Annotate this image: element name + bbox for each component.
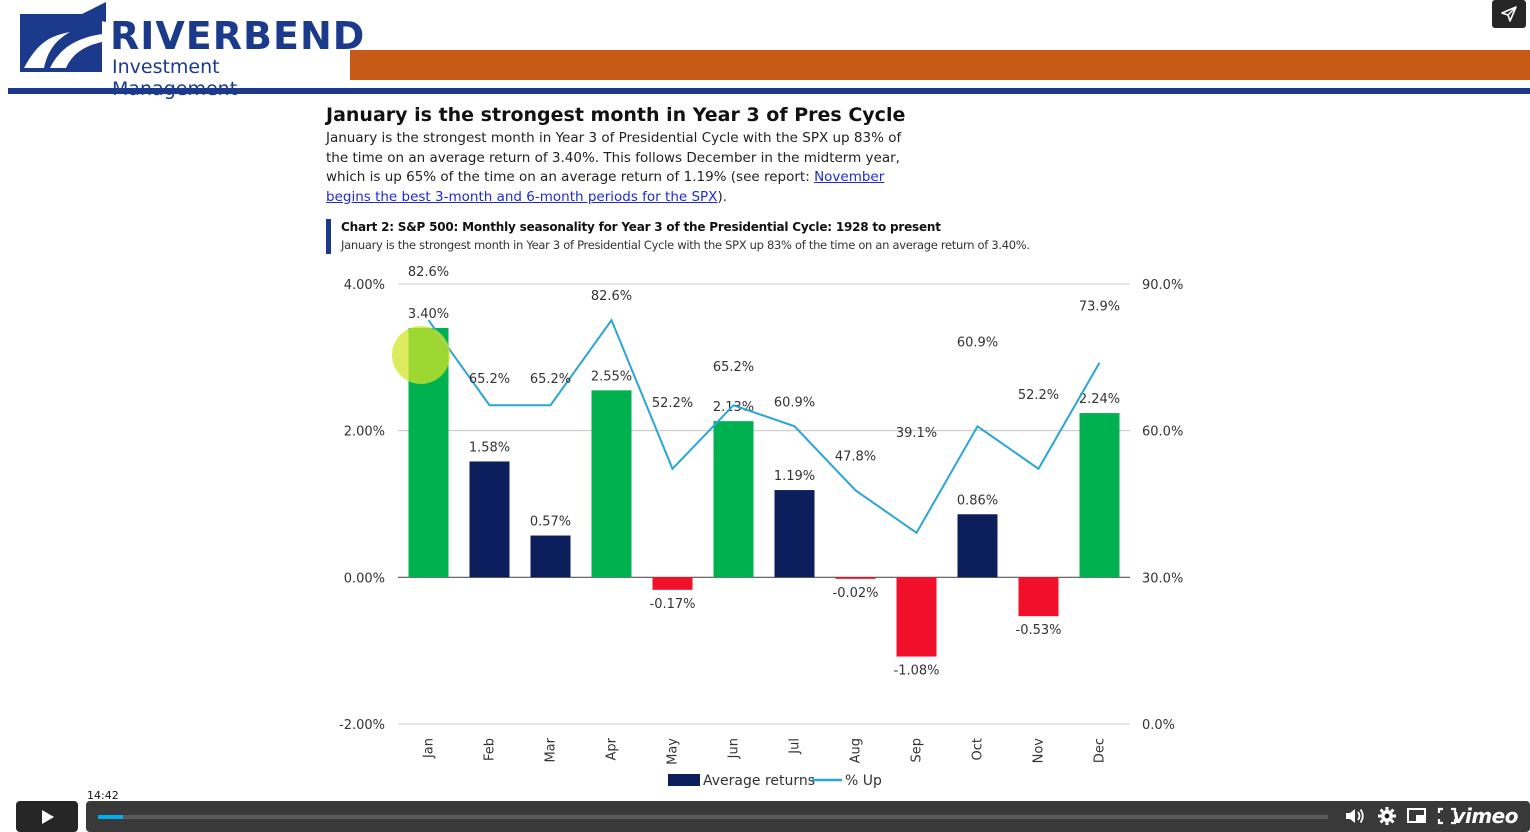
bar xyxy=(469,461,510,578)
volume-icon[interactable] xyxy=(1344,806,1366,826)
bar xyxy=(591,390,632,578)
line-data-label: 52.2% xyxy=(652,396,693,411)
bar-data-label: -0.17% xyxy=(650,597,696,612)
cursor-highlight xyxy=(392,326,450,384)
left-tick-label: 4.00% xyxy=(344,278,385,293)
right-tick-label: 60.0% xyxy=(1142,425,1183,440)
legend-label-bars: Average returns xyxy=(703,773,815,789)
x-tick-label: Sep xyxy=(910,738,925,763)
bar xyxy=(713,421,754,578)
report-title: January is the strongest month in Year 3… xyxy=(326,104,906,126)
line-data-label: 47.8% xyxy=(835,449,876,464)
bar xyxy=(1018,577,1059,617)
riverbend-logo: RIVERBEND Investment Management xyxy=(20,2,364,100)
line-data-label: 73.9% xyxy=(1079,300,1120,315)
legend-swatch-bars xyxy=(668,774,700,786)
brand-name: RIVERBEND xyxy=(110,14,366,58)
report-link[interactable]: November begins the best 3-month and 6-m… xyxy=(326,169,885,205)
bar xyxy=(530,535,571,578)
picture-in-picture-icon[interactable] xyxy=(1406,806,1428,826)
bar-data-label: -0.02% xyxy=(833,586,879,601)
x-tick-label: Oct xyxy=(971,738,986,760)
report-body-end: ). xyxy=(717,188,727,205)
progress-fill xyxy=(98,815,123,819)
right-tick-label: 0.0% xyxy=(1142,718,1175,733)
chart-caption: Chart 2: S&P 500: Monthly seasonality fo… xyxy=(326,218,1126,256)
right-tick-label: 90.0% xyxy=(1142,278,1183,293)
riverbend-logo-mark-icon xyxy=(20,2,106,72)
line-data-label: 82.6% xyxy=(408,265,449,280)
tagline: Proactive Investment Strategies for Toda… xyxy=(1014,106,1502,128)
line-data-label: 39.1% xyxy=(896,426,937,441)
player-controls: vimeo xyxy=(16,801,1530,832)
bar-data-label: 0.57% xyxy=(530,515,571,530)
line-data-label: 65.2% xyxy=(469,372,510,387)
x-tick-label: Apr xyxy=(605,737,620,760)
chart-subtitle: January is the strongest month in Year 3… xyxy=(341,238,1030,252)
legend-label-line: % Up xyxy=(845,773,882,789)
gear-icon[interactable] xyxy=(1376,806,1398,826)
paper-plane-icon xyxy=(1501,6,1517,22)
control-bar: vimeo xyxy=(86,801,1530,832)
fullscreen-icon[interactable] xyxy=(1436,806,1458,826)
vimeo-logo[interactable]: vimeo xyxy=(1452,804,1518,828)
x-tick-label: Jan xyxy=(422,738,437,759)
play-button[interactable] xyxy=(16,801,78,832)
x-tick-label: Dec xyxy=(1093,738,1108,763)
pct-up-line xyxy=(427,318,1101,535)
bar xyxy=(1079,413,1120,578)
x-tick-label: Nov xyxy=(1032,738,1047,764)
line-data-label: 82.6% xyxy=(591,289,632,304)
bar-data-label: 1.58% xyxy=(469,440,510,455)
report-body-text: January is the strongest month in Year 3… xyxy=(326,130,902,185)
x-tick-label: Feb xyxy=(483,738,498,761)
bar xyxy=(835,577,876,579)
bar-data-label: 2.55% xyxy=(591,369,632,384)
bar-data-label: 2.13% xyxy=(713,400,754,415)
bar-data-label: -1.08% xyxy=(894,664,940,679)
bar-data-label: 1.19% xyxy=(774,469,815,484)
bar xyxy=(652,577,693,590)
chart-title: Chart 2: S&P 500: Monthly seasonality fo… xyxy=(341,220,941,234)
line-data-label: 65.2% xyxy=(713,360,754,375)
left-tick-label: 0.00% xyxy=(344,571,385,586)
left-tick-label: 2.00% xyxy=(344,425,385,440)
line-data-label: 60.9% xyxy=(774,395,815,410)
timestamp-tooltip: 14:42 xyxy=(83,788,123,803)
play-icon xyxy=(42,809,54,824)
header-banner: Proactive Investment Strategies for Toda… xyxy=(350,50,1530,128)
bar-data-label: -0.53% xyxy=(1016,623,1062,638)
right-tick-label: 30.0% xyxy=(1142,571,1183,586)
x-tick-label: Mar xyxy=(544,737,559,762)
bar-data-label: 0.86% xyxy=(957,493,998,508)
line-data-label: 52.2% xyxy=(1018,388,1059,403)
x-tick-label: May xyxy=(666,738,681,765)
line-data-label: 60.9% xyxy=(957,335,998,350)
x-tick-label: Jul xyxy=(788,738,803,755)
line-data-label: 65.2% xyxy=(530,372,571,387)
bar xyxy=(774,490,815,578)
x-tick-label: Aug xyxy=(849,738,864,763)
bar-data-label: 3.40% xyxy=(408,307,449,322)
bar-data-label: 2.24% xyxy=(1079,392,1120,407)
bar xyxy=(896,577,937,657)
header-divider xyxy=(8,88,1530,94)
left-tick-label: -2.00% xyxy=(339,718,385,733)
progress-bar[interactable] xyxy=(98,815,1328,819)
share-button[interactable] xyxy=(1492,0,1526,28)
x-tick-label: Jun xyxy=(727,738,742,759)
bar xyxy=(957,514,998,578)
caption-accent-bar xyxy=(326,219,331,254)
report-body: January is the strongest month in Year 3… xyxy=(326,129,906,207)
